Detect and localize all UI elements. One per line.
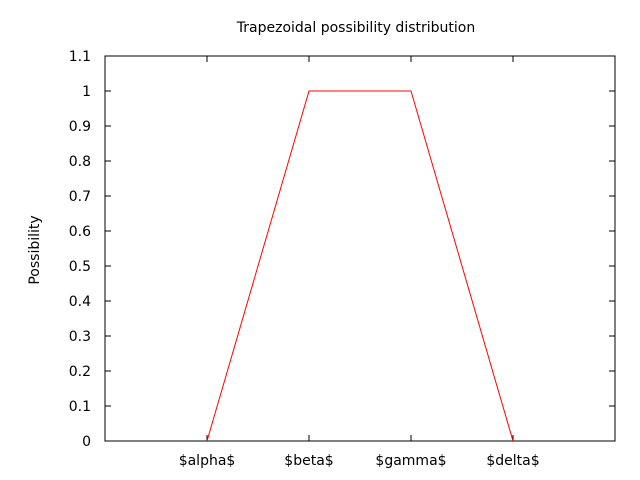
series-layer <box>206 90 514 442</box>
y-tick-label: 0.2 <box>69 364 91 380</box>
y-tick-label: 0.4 <box>69 294 91 310</box>
y-tick-label: 0.9 <box>69 119 91 135</box>
chart-title: Trapezoidal possibility distribution <box>236 20 475 36</box>
y-tick-label: 1.1 <box>69 49 91 65</box>
series-line <box>206 90 514 442</box>
y-tick-label: 0.5 <box>69 259 91 275</box>
plot-frame <box>104 55 616 442</box>
y-tick-label: 0.8 <box>69 154 91 170</box>
y-tick-label: 0.6 <box>69 224 91 240</box>
x-axis: $alpha$ $beta$ $gamma$ $delta$ <box>179 56 540 469</box>
x-tick-label: $gamma$ <box>375 453 446 469</box>
x-tick-label: $delta$ <box>486 453 539 469</box>
y-tick-label: 0.3 <box>69 329 91 345</box>
y-tick-label: 0 <box>82 434 91 450</box>
x-tick-label: $beta$ <box>284 453 333 469</box>
x-tick-label: $alpha$ <box>179 453 236 469</box>
y-axis: 0 0.1 0.2 0.3 0.4 0.5 0.6 0.7 0.8 0.9 1 1.1 <box>69 49 615 450</box>
y-tick-label: 0.7 <box>69 189 91 205</box>
y-tick-label: 0.1 <box>69 399 91 415</box>
y-axis-label: Possibility <box>27 215 43 284</box>
y-tick-label: 1 <box>82 84 91 100</box>
